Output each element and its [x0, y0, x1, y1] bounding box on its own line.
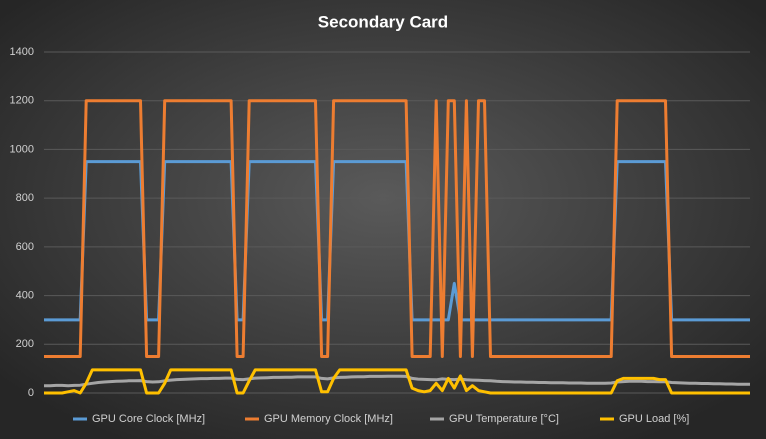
y-tick-label: 400 — [16, 289, 34, 301]
y-tick-label: 1200 — [10, 95, 34, 107]
chart-title: Secondary Card — [318, 12, 448, 31]
series-line — [44, 99, 750, 358]
legend-label: GPU Core Clock [MHz] — [92, 413, 205, 425]
series-line — [44, 374, 750, 388]
y-tick-label: 1400 — [10, 46, 34, 58]
y-tick-label: 0 — [28, 387, 34, 399]
y-tick-label: 600 — [16, 241, 34, 253]
y-tick-label: 800 — [16, 192, 34, 204]
series-line — [44, 368, 750, 395]
legend-label: GPU Load [%] — [619, 413, 689, 425]
legend-label: GPU Memory Clock [MHz] — [264, 413, 393, 425]
y-tick-label: 200 — [16, 338, 34, 350]
y-tick-label: 1000 — [10, 143, 34, 155]
legend-label: GPU Temperature [°C] — [449, 413, 559, 425]
